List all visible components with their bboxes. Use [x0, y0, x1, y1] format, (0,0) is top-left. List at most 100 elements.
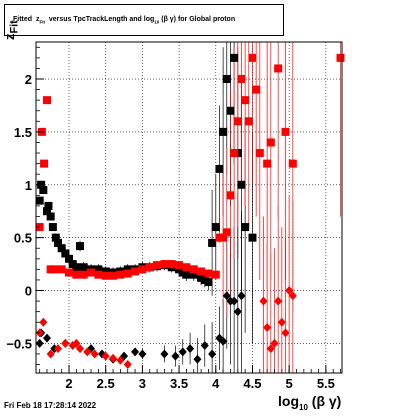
- y-tick-label: −0.5: [6, 336, 32, 351]
- timestamp: Fri Feb 18 17:28:14 2022: [4, 401, 97, 410]
- data-point-square: [46, 212, 55, 221]
- data-point-diamond: [285, 286, 294, 296]
- data-point-diamond: [54, 344, 63, 354]
- data-point-square: [72, 270, 81, 279]
- data-point-square: [35, 196, 44, 205]
- data-point-diamond: [208, 349, 217, 359]
- data-point-diamond: [101, 351, 110, 361]
- data-point-diamond: [222, 291, 231, 301]
- data-point-square: [123, 265, 132, 274]
- x-tick-label: 4.5: [243, 376, 261, 391]
- y-axis-label: zFit: [2, 20, 21, 40]
- data-point-square: [101, 267, 110, 276]
- data-point-diamond: [274, 296, 283, 306]
- data-point-square: [87, 268, 96, 277]
- data-point-square: [57, 265, 66, 274]
- data-point-square: [215, 164, 224, 173]
- data-point-square: [255, 149, 264, 158]
- title-suffix: (β γ) for Global proton: [161, 16, 236, 23]
- title-var: z: [35, 16, 40, 23]
- data-point-square: [222, 228, 231, 237]
- data-point-square: [109, 271, 118, 280]
- data-point-square: [153, 261, 162, 270]
- data-point-square: [79, 270, 88, 279]
- data-point-square: [336, 53, 345, 62]
- data-point-square: [79, 263, 88, 272]
- data-point-square: [65, 254, 74, 263]
- data-point-square: [237, 180, 246, 189]
- y-tick-label: 1: [25, 178, 32, 193]
- data-point-diamond: [116, 355, 125, 365]
- data-point-square: [189, 270, 198, 279]
- data-point-square: [288, 159, 297, 168]
- data-point-square: [44, 201, 53, 210]
- data-point-square: [219, 127, 228, 136]
- data-point-square: [263, 159, 272, 168]
- data-point-diamond: [186, 344, 195, 354]
- x-tick-label: 4: [212, 376, 220, 391]
- data-point-square: [43, 207, 52, 216]
- data-point-square: [138, 265, 147, 274]
- data-point-diamond: [230, 296, 239, 306]
- x-label-main: log: [278, 393, 299, 409]
- data-point-diamond: [90, 349, 99, 359]
- x-tick-label: 2: [65, 376, 72, 391]
- x-tick-label: 3.5: [170, 376, 188, 391]
- data-point-diamond: [109, 353, 118, 363]
- data-point-diamond: [200, 341, 209, 351]
- data-point-diamond: [72, 338, 81, 348]
- data-point-square: [160, 260, 169, 269]
- data-point-diamond: [83, 347, 92, 357]
- data-point-square: [241, 96, 250, 105]
- data-point-square: [237, 75, 246, 84]
- y-tick-label: 2: [25, 72, 32, 87]
- data-point-square: [182, 263, 191, 272]
- data-point-square: [211, 223, 220, 232]
- y-tick-label: 0.5: [14, 231, 32, 246]
- x-tick-label: 2.5: [97, 376, 115, 391]
- data-point-diamond: [277, 317, 286, 327]
- title-prefix: Fitted: [13, 16, 33, 23]
- data-point-diamond: [178, 347, 187, 357]
- data-point-square: [274, 64, 283, 73]
- data-point-square: [48, 223, 57, 232]
- data-point-diamond: [160, 349, 169, 359]
- data-point-square: [116, 270, 125, 279]
- data-point-diamond: [288, 291, 297, 301]
- y-tick-label: 0: [25, 284, 32, 299]
- x-label-suffix: (β γ): [311, 393, 342, 409]
- data-point-diamond: [193, 354, 202, 364]
- data-point-diamond: [46, 349, 55, 359]
- data-point-square: [211, 270, 220, 279]
- data-point-diamond: [61, 338, 70, 348]
- data-point-square: [226, 191, 235, 200]
- data-point-square: [43, 96, 52, 105]
- data-point-diamond: [138, 349, 147, 359]
- data-point-square: [226, 106, 235, 115]
- data-point-diamond: [131, 347, 140, 357]
- data-point-diamond: [123, 360, 132, 370]
- data-point-square: [57, 244, 66, 253]
- data-point-square: [65, 268, 74, 277]
- data-point-diamond: [39, 317, 48, 327]
- x-tick-label: 3: [139, 376, 146, 391]
- data-point-square: [76, 242, 85, 251]
- x-label-sub: 10: [299, 402, 308, 412]
- data-point-diamond: [263, 323, 272, 333]
- data-point-square: [244, 117, 253, 126]
- data-point-diamond: [259, 296, 268, 306]
- chart-title-box: Fitted zFit versus TpcTrackLength and lo…: [4, 4, 284, 36]
- data-point-diamond: [219, 336, 228, 346]
- data-point-square: [189, 265, 198, 274]
- data-point-square: [252, 85, 261, 94]
- data-point-diamond: [266, 344, 275, 354]
- chart-title: Fitted zFit versus TpcTrackLength and lo…: [13, 16, 235, 24]
- axis-frame: [35, 41, 343, 374]
- x-axis-label: log10 (β γ): [278, 393, 341, 412]
- data-point-square: [123, 269, 132, 278]
- y-label-main: z: [2, 33, 17, 41]
- data-point-square: [233, 117, 242, 126]
- data-point-square: [182, 270, 191, 279]
